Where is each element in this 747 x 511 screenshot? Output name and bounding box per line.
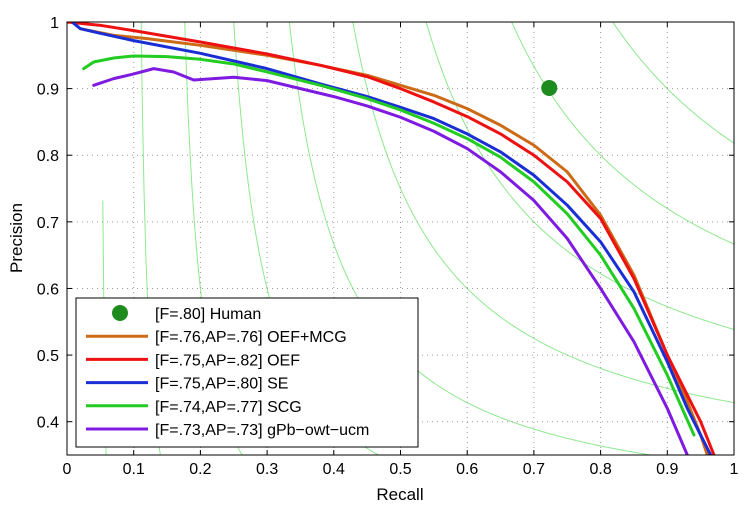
y-tick-label-4: 0.8	[37, 148, 59, 165]
x-tick-label-9: 0.9	[656, 461, 678, 478]
y-tick-label-0: 0.4	[37, 415, 59, 432]
series-line-3	[82, 54, 696, 437]
series-line-2	[72, 22, 713, 455]
iso-f-curve-5	[352, 22, 734, 404]
x-tick-label-6: 0.6	[456, 461, 478, 478]
legend-label-2: [F=.75,AP=.80] SE	[155, 376, 288, 393]
y-axis-label: Precision	[7, 203, 26, 273]
series-line-4	[92, 67, 689, 455]
legend-label-0: [F=.76,AP=.76] OEF+MCG	[155, 329, 347, 346]
y-tick-label-2: 0.6	[37, 281, 59, 298]
iso-f-curve-8	[612, 22, 734, 144]
x-tick-label-2: 0.2	[189, 461, 211, 478]
y-tick-label-1: 0.5	[37, 348, 59, 365]
legend-label-4: [F=.73,AP=.73] gPb−owt−ucm	[155, 422, 369, 439]
legend-human-marker	[112, 305, 128, 321]
human-marker	[541, 79, 558, 96]
x-axis-label: Recall	[376, 485, 423, 504]
x-tick-label-5: 0.5	[389, 461, 411, 478]
legend-label-1: [F=.75,AP=.82] OEF	[155, 352, 300, 369]
x-tick-label-0: 0	[63, 461, 72, 478]
y-tick-label-6: 1	[50, 15, 59, 32]
iso-f-curve-7	[511, 22, 734, 245]
iso-f-curve-6	[425, 22, 734, 330]
y-tick-label-3: 0.7	[37, 215, 59, 232]
legend-box	[75, 297, 419, 448]
legend-label-human: [F=.80] Human	[155, 306, 261, 323]
iso-f-curve-4	[288, 22, 654, 455]
y-tick-label-5: 0.9	[37, 82, 59, 99]
x-tick-label-7: 0.7	[523, 461, 545, 478]
human-marker-layer	[541, 79, 558, 96]
axis-ticks: 0 0.1 0.2 0.3 0.4 0.5 0.6 0.7 0.8 0.9 1 0.4 0.5 0.6 0.…	[37, 15, 739, 478]
x-tick-label-4: 0.4	[323, 461, 345, 478]
series-lines	[67, 22, 716, 455]
legend-label-3: [F=.74,AP=.77] SCG	[155, 399, 302, 416]
legend: [F=.80] Human [F=.76,AP=.76] OEF+MCG [F=.7…	[75, 297, 419, 448]
x-tick-label-10: 1	[730, 461, 739, 478]
series-line-1	[67, 22, 716, 455]
x-tick-label-8: 0.8	[589, 461, 611, 478]
x-tick-label-1: 0.1	[123, 461, 145, 478]
x-tick-label-3: 0.3	[256, 461, 278, 478]
